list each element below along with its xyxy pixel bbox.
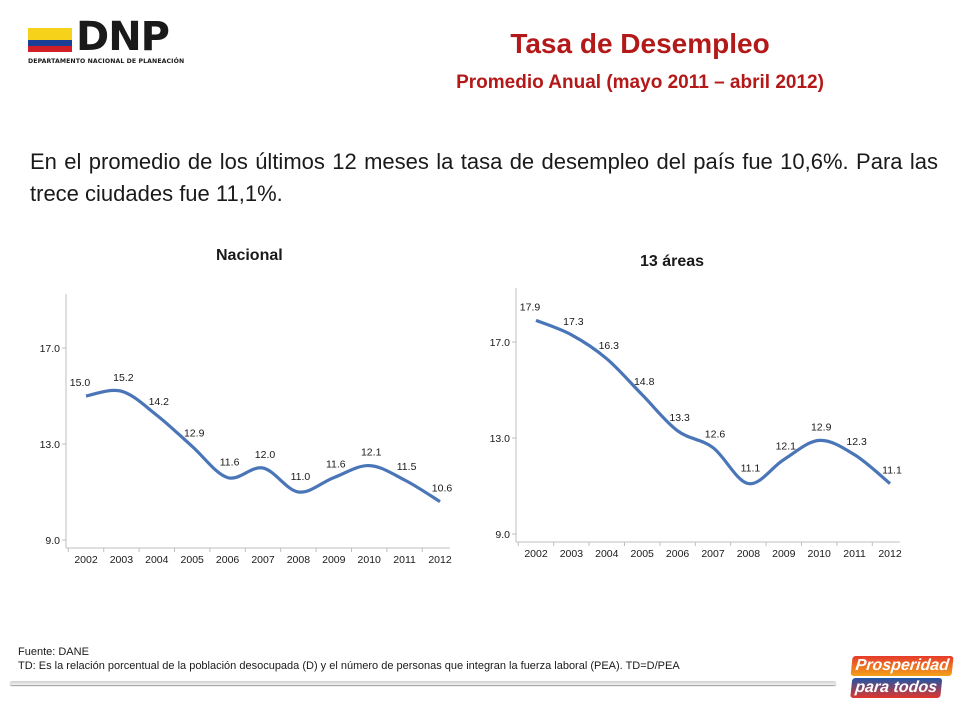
x-tick-label: 2010 (808, 548, 832, 560)
data-label: 17.9 (520, 301, 541, 313)
data-label: 12.6 (705, 429, 726, 441)
page-subtitle: Promedio Anual (mayo 2011 – abril 2012) (456, 72, 824, 93)
data-label: 12.1 (361, 447, 382, 459)
nacional-line-chart: 9.0 13.0 17.0 2002 2003 2004 2005 2006 2007 2008 2… (40, 294, 453, 566)
footer-notes: Fuente: DANE TD: Es la relación porcentu… (18, 645, 680, 673)
series-line (85, 388, 441, 503)
definition-note: TD: Es la relación porcentual de la pobl… (18, 660, 680, 672)
x-tick-label: 2009 (772, 548, 796, 560)
data-label: 16.3 (599, 340, 620, 352)
data-label: 14.2 (149, 396, 170, 408)
data-label: 11.0 (291, 471, 311, 483)
x-tick-label: 2011 (393, 554, 416, 566)
dnp-logo: DNP DEPARTAMENTO NACIONAL DE PLANEACIÓN (26, 14, 186, 72)
footer-divider (10, 681, 836, 685)
data-label: 11.1 (882, 465, 902, 477)
y-tick-label: 13.0 (40, 439, 61, 451)
data-label: 15.2 (113, 372, 134, 384)
prosperidad-para-todos-logo: Prosperidad para todos (845, 656, 954, 706)
data-label: 15.0 (70, 377, 91, 389)
x-tick-label: 2007 (251, 554, 275, 566)
badge-line-1: Prosperidad (850, 656, 954, 676)
y-tick-label: 17.0 (490, 337, 511, 349)
data-label: 11.6 (220, 457, 240, 469)
x-tick-label: 2006 (666, 548, 690, 560)
data-label: 12.0 (255, 449, 276, 461)
data-label: 14.8 (634, 376, 655, 388)
data-label: 17.3 (563, 316, 584, 328)
x-tick-label: 2005 (181, 554, 205, 566)
data-label: 12.9 (184, 427, 205, 439)
y-tick-label: 17.0 (40, 343, 61, 355)
x-tick-label: 2010 (358, 554, 382, 566)
source-note: Fuente: DANE (18, 646, 89, 658)
data-label: 10.6 (432, 483, 453, 495)
data-label: 11.5 (397, 461, 417, 473)
x-tick-label: 2003 (110, 554, 134, 566)
x-tick-label: 2002 (524, 548, 548, 560)
colombia-flag-icon (28, 28, 72, 52)
x-tick-label: 2012 (428, 554, 452, 566)
x-tick-label: 2002 (74, 554, 98, 566)
logo-subtitle: DEPARTAMENTO NACIONAL DE PLANEACIÓN (28, 58, 185, 65)
series-line (535, 318, 892, 486)
x-tick-label: 2008 (737, 548, 761, 560)
x-tick-label: 2009 (322, 554, 346, 566)
y-tick-label: 9.0 (495, 529, 510, 541)
x-tick-label: 2004 (145, 554, 169, 566)
data-label: 11.1 (741, 463, 761, 475)
chart-title-13-areas: 13 áreas (640, 253, 705, 270)
x-tick-label: 2003 (560, 548, 584, 560)
y-tick-label: 9.0 (45, 535, 60, 547)
13-areas-line-chart: 9.0 13.0 17.0 2002 2003 2004 2005 2006 2007 2008 2… (490, 288, 902, 560)
x-tick-label: 2005 (631, 548, 655, 560)
y-tick-label: 13.0 (490, 433, 511, 445)
x-tick-label: 2006 (216, 554, 240, 566)
data-label: 12.1 (776, 441, 797, 453)
data-label: 11.6 (326, 459, 346, 471)
x-tick-label: 2011 (843, 548, 866, 560)
chart-title-nacional: Nacional (216, 247, 283, 264)
x-tick-label: 2007 (701, 548, 725, 560)
intro-paragraph: En el promedio de los últimos 12 meses l… (30, 149, 938, 206)
data-label: 12.9 (811, 421, 832, 433)
data-label: 12.3 (846, 436, 867, 448)
x-tick-label: 2012 (878, 548, 902, 560)
badge-line-2: para todos (850, 678, 943, 698)
logo-text: DNP (76, 14, 170, 60)
page-title: Tasa de Desempleo (510, 28, 770, 59)
x-tick-label: 2004 (595, 548, 619, 560)
x-tick-label: 2008 (287, 554, 311, 566)
data-label: 13.3 (669, 412, 690, 424)
